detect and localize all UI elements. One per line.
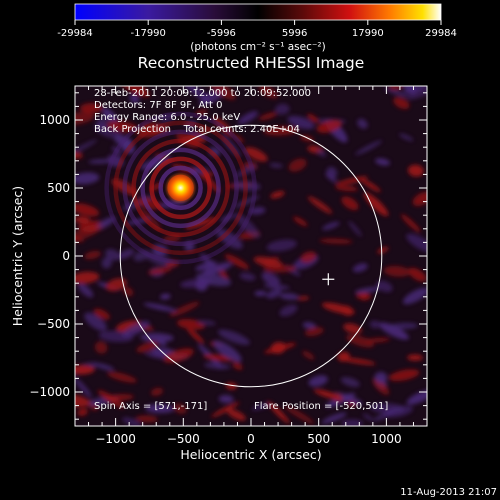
flare-source [164,171,197,204]
y-tick-label: 0 [62,249,70,263]
x-tick-label: −1000 [95,432,136,446]
x-tick-label: −500 [167,432,200,446]
colorbar-ticks: -29984 -17990 -5996 5996 17990 29984 [57,20,457,39]
flare-position-label: Flare Position = [-520,501] [254,401,388,412]
y-tick-label: −1000 [29,385,70,399]
x-tick-label: 0 [247,432,255,446]
plot-title: Reconstructed RHESSI Image [138,54,365,72]
annotation-energy-range: Energy Range: 6.0 - 25.0 keV [94,112,240,123]
colorbar-tick-label: 5996 [282,28,307,39]
colorbar-units: (photons cm⁻² s⁻¹ asec⁻²) [190,41,325,53]
spin-axis-label: Spin Axis = [571,-171] [94,401,207,412]
spin-axis-marker [322,273,335,286]
x-tick-label: 500 [307,432,330,446]
reconstructed-image [75,86,427,426]
axis-ticks [75,86,427,426]
colorbar-tick-label: -17990 [130,28,165,39]
colorbar-tick-label: 29984 [425,28,457,39]
colorbar [74,3,442,21]
y-tick-label: 500 [47,181,70,195]
annotation-time-range: 28-Feb-2011 20:09:12.000 to 20:09:52.000 [94,88,311,99]
y-axis-label: Heliocentric Y (arcsec) [10,186,25,326]
annotation-method-counts: Back Projection Total counts: 2.40E+04 [94,124,300,135]
timestamp: 11-Aug-2013 21:07 [400,487,497,498]
annotation-detectors: Detectors: 7F 8F 9F, Att 0 [94,100,222,111]
colorbar-tick-label: 17990 [352,28,384,39]
y-tick-label: −500 [37,317,70,331]
y-tick-label: 1000 [39,113,70,127]
colorbar-tick-label: -5996 [207,28,236,39]
x-tick-label: 1000 [371,432,402,446]
x-axis-label: Heliocentric X (arcsec) [180,447,321,462]
solar-limb [119,124,383,388]
colorbar-tick-label: -29984 [57,28,92,39]
